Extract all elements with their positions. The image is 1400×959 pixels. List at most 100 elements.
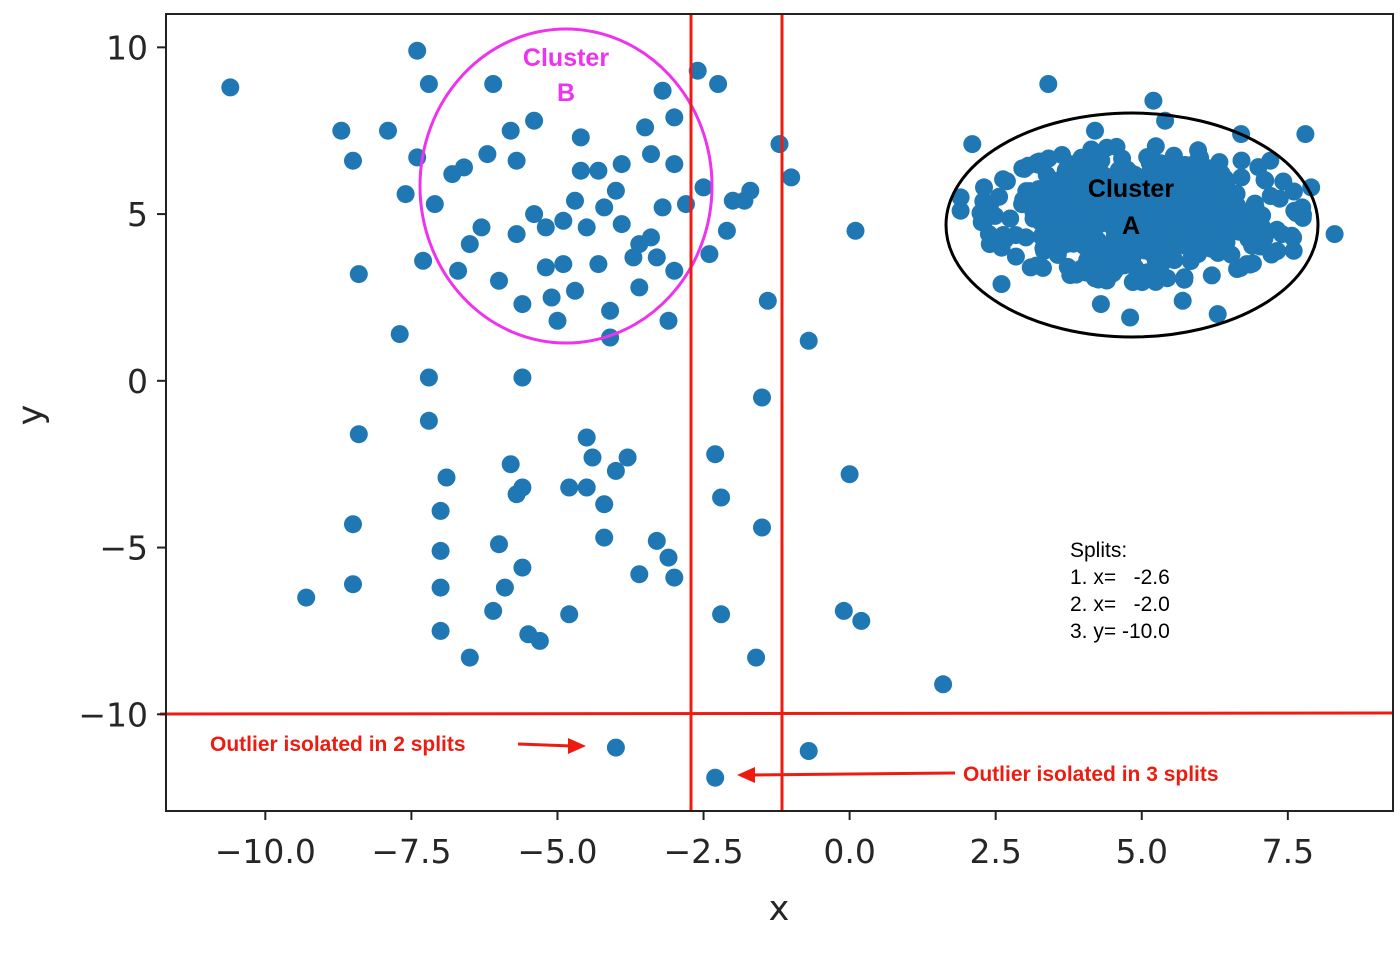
data-point [753,518,771,537]
cluster-a-point [1034,202,1053,221]
data-point [484,75,503,93]
data-point [495,578,514,597]
data-point [1325,225,1344,244]
data-point [344,151,362,170]
data-point [583,448,602,467]
cluster-b-label-line2: B [557,79,575,107]
data-point [688,61,707,80]
data-point [472,218,491,237]
cluster-a-point [1245,229,1264,248]
data-point [992,275,1011,294]
splits-item-1: 1. x= -2.6 [1070,566,1170,589]
data-point [980,235,999,254]
cluster-a-point [1086,230,1105,249]
data-point [548,311,567,330]
data-point [349,265,368,284]
outlier-3-label: Outlier isolated in 3 splits [963,763,1219,786]
cluster-a-point [1150,216,1169,235]
data-point [1290,205,1309,224]
y-tick-label: −10 [78,695,148,734]
cluster-a-point [1270,189,1289,208]
data-point [706,445,725,464]
data-point [799,742,818,760]
data-point [595,198,614,217]
data-point [425,195,444,214]
cluster-a-point [1245,194,1264,213]
data-point [665,108,684,127]
cluster-a-ellipse [944,111,1320,339]
data-point [741,181,760,200]
data-point [653,198,672,217]
data-point [630,565,649,584]
data-point [636,118,655,137]
y-tick-label: 5 [127,195,148,234]
data-point [501,455,520,474]
data-point [700,245,719,264]
cluster-a-point [1232,168,1251,187]
data-point [396,185,415,204]
data-point [566,281,584,300]
data-point [560,605,579,624]
data-point [431,541,450,560]
cluster-a-point [1232,151,1251,170]
splits-title: Splits: [1070,539,1127,562]
cluster-a-point [1088,259,1107,278]
outlier-2-arrow-line [517,742,573,748]
outlier-2-arrow-head [568,738,586,754]
data-point [577,218,596,237]
data-point [566,191,584,210]
x-tick-label: −7.5 [371,832,451,871]
cluster-a-point [1087,209,1106,228]
data-point [530,631,549,650]
data-point [344,575,362,594]
split-line-3 [159,711,1394,716]
data-point [612,155,631,174]
cluster-a-label-line2: A [1122,212,1140,240]
data-point [525,205,544,224]
cluster-a-point [1229,222,1248,241]
data-point [431,578,450,597]
cluster-a-point [1175,268,1194,287]
cluster-a-point [1181,195,1200,214]
data-point [478,145,497,164]
data-point [840,465,859,484]
cluster-a-point [1181,252,1200,271]
cluster-a-point [1016,228,1035,247]
data-point [1039,75,1058,93]
data-point [344,515,362,534]
data-point [490,271,508,290]
cluster-a-point [994,170,1013,189]
cluster-a-point [1152,255,1170,274]
data-point [712,488,731,507]
cluster-a-point [1105,230,1123,249]
data-point [963,135,982,154]
data-point [1302,178,1321,197]
data-point [554,255,573,274]
data-point [665,261,684,280]
data-point [1208,305,1227,324]
data-point [1173,291,1192,310]
data-point [712,605,731,624]
data-point [665,155,684,174]
data-point [460,235,479,254]
cluster-a-point [1100,244,1119,263]
cluster-a-point [1202,223,1221,242]
cluster-a-point [1064,193,1083,212]
cluster-a-label-line1: Cluster [1088,175,1174,203]
cluster-a-point [996,230,1015,249]
cluster-a-point [1115,256,1133,275]
cluster-a-point [1041,181,1060,200]
x-tick-label: −5.0 [517,832,597,871]
x-tick-label: 7.5 [1262,832,1314,871]
data-point [507,151,526,170]
x-tick-label: 2.5 [969,832,1021,871]
data-point [1296,125,1315,144]
cluster-a-point [1053,146,1071,164]
data-point [647,248,666,267]
y-axis-ticks: 10 5 0 −5 −10 [78,28,166,734]
cluster-a-point [1191,148,1210,167]
x-tick-label: −10.0 [215,832,316,871]
data-point [782,168,801,187]
data-point [665,568,684,587]
cluster-a-point [1118,160,1137,179]
